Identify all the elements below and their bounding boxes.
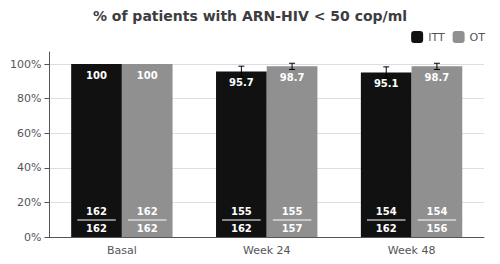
svg-text:% of patients with ARN-HIV < 5: % of patients with ARN-HIV < 50 cop/ml	[93, 8, 407, 24]
svg-text:162: 162	[231, 223, 252, 234]
svg-text:Week 24: Week 24	[243, 244, 291, 257]
svg-text:155: 155	[231, 206, 252, 217]
svg-text:Basal: Basal	[107, 244, 137, 257]
svg-text:162: 162	[376, 223, 397, 234]
svg-text:0%: 0%	[24, 231, 41, 244]
svg-text:100: 100	[86, 70, 107, 81]
svg-text:162: 162	[137, 206, 158, 217]
svg-text:98.7: 98.7	[425, 72, 450, 83]
svg-text:100%: 100%	[10, 58, 41, 71]
svg-text:156: 156	[426, 223, 447, 234]
svg-text:OT: OT	[470, 31, 486, 44]
svg-text:Week 48: Week 48	[388, 244, 436, 257]
svg-text:ITT: ITT	[428, 31, 445, 44]
svg-text:95.1: 95.1	[374, 78, 399, 89]
svg-text:154: 154	[376, 206, 397, 217]
svg-text:162: 162	[86, 206, 107, 217]
svg-text:95.7: 95.7	[229, 77, 254, 88]
svg-text:157: 157	[282, 223, 303, 234]
svg-text:100: 100	[137, 70, 158, 81]
svg-text:162: 162	[86, 223, 107, 234]
svg-text:40%: 40%	[17, 161, 41, 174]
svg-text:60%: 60%	[17, 127, 41, 140]
svg-text:162: 162	[137, 223, 158, 234]
svg-text:154: 154	[426, 206, 447, 217]
svg-text:80%: 80%	[17, 92, 41, 105]
svg-text:98.7: 98.7	[280, 72, 305, 83]
svg-text:20%: 20%	[17, 196, 41, 209]
svg-text:155: 155	[282, 206, 303, 217]
